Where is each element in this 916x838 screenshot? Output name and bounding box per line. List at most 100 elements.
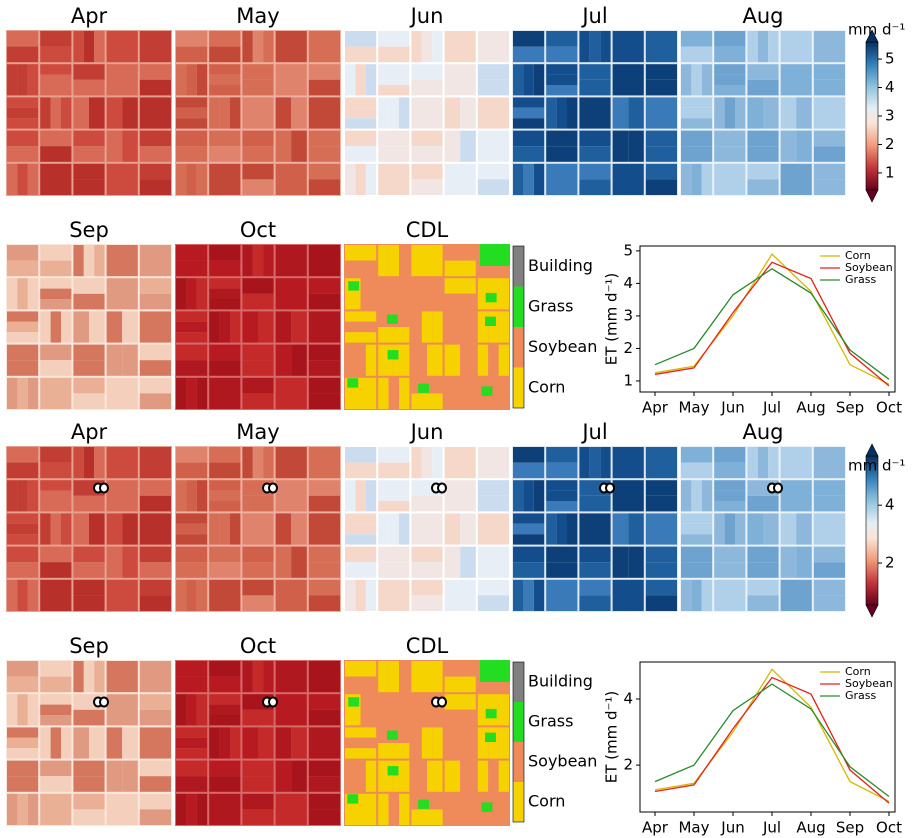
map-field [7,513,39,524]
map-field [73,130,105,147]
cdl-frame [512,245,525,409]
map-field [378,85,410,96]
map-field [40,661,72,677]
cdl-label: Corn [528,377,565,396]
map-field [628,130,644,162]
colorbar-extend [865,443,879,457]
map-field [176,480,187,512]
map-field [73,513,89,545]
map-field [612,130,629,162]
map-field [139,64,171,80]
map-field [94,661,105,693]
map-field [360,278,377,310]
map-field [139,311,171,343]
map-field [209,462,241,479]
x-tick-label: Oct [876,819,902,837]
map-field [40,546,72,563]
map-field [7,344,39,361]
map-field [378,74,410,85]
map-field [579,595,611,611]
map-field [308,293,340,310]
map-field [460,344,476,376]
map-field [73,776,105,792]
map-field [444,694,476,710]
map-field [763,513,779,545]
map-field [242,179,274,195]
map-field [780,64,812,96]
map-field [7,332,39,343]
map-field [176,513,208,524]
cdl-label: Grass [528,712,573,731]
map-field [612,447,644,479]
map-field [308,64,340,80]
map-field [498,727,509,759]
map-field [813,31,845,63]
map-field [444,661,476,677]
map-field [89,513,105,545]
x-tick-label: Apr [642,399,669,417]
map-field [421,727,433,759]
map-field [7,748,39,759]
map-field [106,377,138,409]
map-field [714,579,746,611]
map-field [546,562,578,578]
map-field [50,513,61,545]
map-field [176,97,208,108]
map-field [209,74,241,85]
map-field [477,595,509,611]
map-field [427,760,443,792]
map-field [17,793,28,825]
map-field [386,314,398,324]
map-field [176,737,208,749]
map-field [432,31,443,63]
map-field [681,146,713,162]
colorbar-tick-label: 1 [885,163,895,181]
map-field [345,760,356,792]
map-field [681,107,713,119]
map-field [477,163,509,180]
series-line [654,261,890,387]
map-title: May [236,4,279,28]
map-field [176,462,208,479]
map-field [50,311,61,343]
plot-frame [639,245,896,393]
map-field [308,278,340,294]
map-field [7,480,18,512]
map-field [308,694,340,710]
map-title: Apr [71,4,108,28]
map-field [209,579,241,611]
site-marker [268,696,278,708]
map-field [444,480,476,512]
map-field [345,130,377,147]
map-field [73,163,105,180]
map-field [139,278,171,294]
map-field [645,31,677,63]
map-field [645,447,677,479]
map-field [139,393,171,409]
map-field [7,118,39,129]
map-field [477,546,509,563]
map-field [701,480,713,512]
map-field [780,163,812,195]
map-field [7,523,39,535]
map-panel [6,660,172,826]
map-field [209,146,241,162]
map-field [242,311,258,343]
map-field [444,709,476,726]
map-field [40,694,72,705]
map-field [460,97,476,129]
map-field [411,146,443,162]
colorbar-label: mm d⁻¹ [848,457,905,475]
map-field [308,163,340,180]
map-field [645,579,677,596]
map-field [714,462,746,479]
map-field [176,146,208,162]
map-field [378,245,389,277]
map-field [345,31,377,47]
map-field [73,311,89,343]
map-field [176,727,208,738]
map-field [411,245,427,277]
map-field [106,546,123,578]
map-field [714,513,725,545]
